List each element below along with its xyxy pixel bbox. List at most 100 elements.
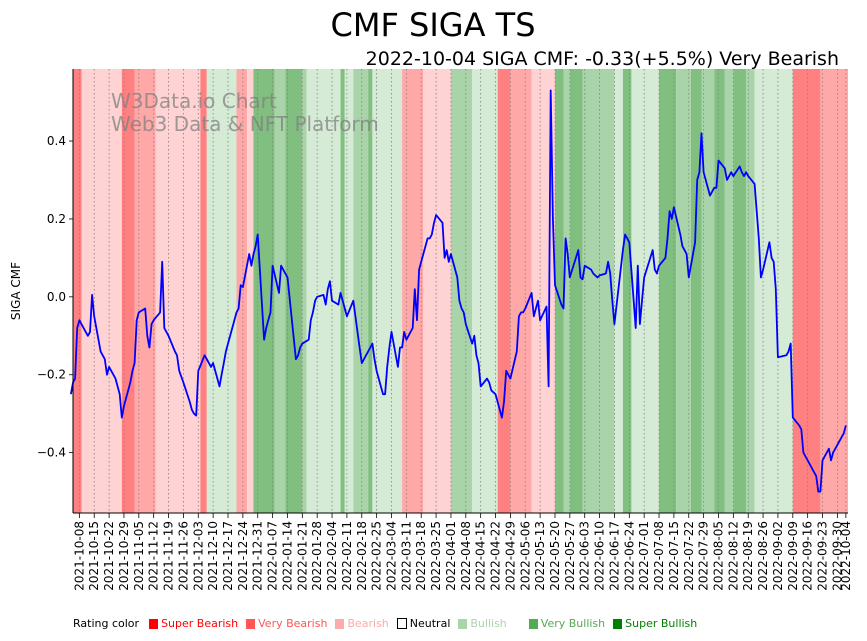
cmf-line: [70, 89, 847, 493]
rating-band: [554, 69, 564, 513]
x-tick-label: 2022-07-15: [667, 521, 681, 591]
watermark: W3Data.io Chart Web3 Data & NFT Platform: [111, 89, 379, 136]
legend-swatch: [335, 618, 345, 629]
rating-band: [754, 69, 793, 513]
x-tick-label: 2022-07-08: [652, 521, 666, 591]
x-tick-label: 2022-01-28: [310, 521, 324, 591]
rating-band: [676, 69, 691, 513]
rating-band: [724, 69, 734, 513]
x-tick-label: 2022-07-22: [682, 521, 696, 591]
rating-band: [569, 69, 583, 513]
x-tick-label: 2022-07-01: [637, 521, 651, 591]
x-tick-label: 2021-11-26: [176, 521, 190, 591]
x-tick-label: 2022-02-25: [370, 521, 384, 591]
legend-text: Super Bullish: [625, 617, 698, 630]
rating-band: [820, 69, 848, 513]
rating-band: [353, 69, 369, 513]
rating-band: [582, 69, 615, 513]
x-tick-label: 2022-05-13: [533, 521, 547, 591]
legend-item-neutral: Neutral: [396, 617, 450, 630]
rating-band: [302, 69, 307, 513]
rating-band: [206, 69, 237, 513]
y-axis-label: SIGA CMF: [9, 262, 23, 320]
x-tick-label: 2022-06-24: [622, 521, 636, 591]
x-tick-label: 2021-12-17: [221, 521, 235, 591]
legend-text: Very Bearish: [258, 617, 328, 630]
legend-swatch: [246, 618, 256, 629]
x-tick-label: 2021-11-12: [147, 521, 161, 591]
rating-bands: [73, 69, 848, 513]
rating-band: [340, 69, 345, 513]
legend-swatch: [396, 618, 407, 629]
y-tick-label: 0.4: [47, 134, 66, 148]
rating-band: [253, 69, 275, 513]
x-tick-label: 2022-01-21: [295, 521, 309, 591]
rating-band: [73, 69, 82, 513]
x-tick-label: 2022-01-14: [280, 521, 294, 591]
x-tick-label: 2021-12-10: [206, 521, 220, 591]
x-tick-label: 2022-04-08: [459, 521, 473, 591]
watermark-line-1: W3Data.io Chart: [111, 89, 277, 113]
x-tick-label: 2022-06-03: [578, 521, 592, 591]
rating-band: [472, 69, 498, 513]
x-tick-label: 2022-09-02: [771, 521, 785, 591]
x-tick-label: 2022-04-15: [474, 521, 488, 591]
x-tick-label: 2021-10-29: [117, 521, 131, 591]
x-tick-label: 2022-06-10: [593, 521, 607, 591]
rating-band: [285, 69, 303, 513]
legend-text: Very Bullish: [540, 617, 606, 630]
rating-band: [510, 69, 532, 513]
x-tick-label: 2022-06-17: [607, 521, 621, 591]
rating-band: [134, 69, 156, 513]
x-tick-label: 2021-12-31: [251, 521, 265, 591]
x-tick-label: 2022-02-04: [325, 521, 339, 591]
rating-band: [659, 69, 677, 513]
x-tick-label: 2021-10-15: [87, 521, 101, 591]
x-tick-label: 2022-07-29: [697, 521, 711, 591]
legend-item-very-bearish: Very Bearish: [246, 617, 327, 630]
rating-band: [368, 69, 373, 513]
x-tick-label: 2022-03-11: [399, 521, 413, 591]
legend-item-super-bullish: Super Bullish: [613, 617, 697, 630]
rating-band: [402, 69, 424, 513]
x-tick-label: 2022-08-12: [726, 521, 740, 591]
rating-band: [690, 69, 702, 513]
x-tick-label: 2021-10-22: [102, 521, 116, 591]
rating-band: [247, 69, 254, 513]
x-tick-label: 2022-04-01: [444, 521, 458, 591]
legend-title: Rating color: [73, 617, 140, 630]
x-tick-label: 2022-05-20: [548, 521, 562, 591]
chart-subtitle: 2022-10-04 SIGA CMF: -0.33(+5.5%) Very B…: [366, 48, 839, 70]
rating-band: [733, 69, 747, 513]
legend-item-bearish: Bearish: [335, 617, 389, 630]
legend-text: Bullish: [470, 617, 507, 630]
x-tick-label: 2021-11-19: [162, 521, 176, 591]
rating-band: [631, 69, 660, 513]
rating-band: [622, 69, 632, 513]
x-tick-label: 2022-04-22: [489, 521, 503, 591]
legend-swatch: [149, 618, 159, 629]
x-tick-label: 2022-09-23: [816, 521, 830, 591]
legend-item-super-bearish: Super Bearish: [149, 617, 238, 630]
x-tick-label: 2022-09-09: [786, 521, 800, 591]
x-tick-label: 2022-03-18: [414, 521, 428, 591]
x-tick-label: 2022-05-06: [518, 521, 532, 591]
rating-band: [81, 69, 122, 513]
x-tick-label: 2021-12-03: [191, 521, 205, 591]
legend-item-very-bullish: Very Bullish: [528, 617, 606, 630]
x-tick-label: 2022-08-19: [741, 521, 755, 591]
rating-band: [531, 69, 555, 513]
rating-band: [344, 69, 354, 513]
rating-band: [236, 69, 248, 513]
rating-band: [450, 69, 473, 513]
y-tick-label: −0.4: [37, 446, 66, 460]
y-tick-label: −0.2: [37, 368, 66, 382]
legend-swatch: [528, 618, 538, 629]
series-layer: [70, 89, 847, 493]
legend-item-bullish: Bullish: [458, 617, 507, 630]
x-tick-label: 2022-09-16: [801, 521, 815, 591]
rating-band: [563, 69, 570, 513]
rating-legend: Rating color Super Bearish Very Bearish …: [73, 617, 705, 630]
x-tick-label: 2022-08-05: [711, 521, 725, 591]
rating-band: [701, 69, 715, 513]
